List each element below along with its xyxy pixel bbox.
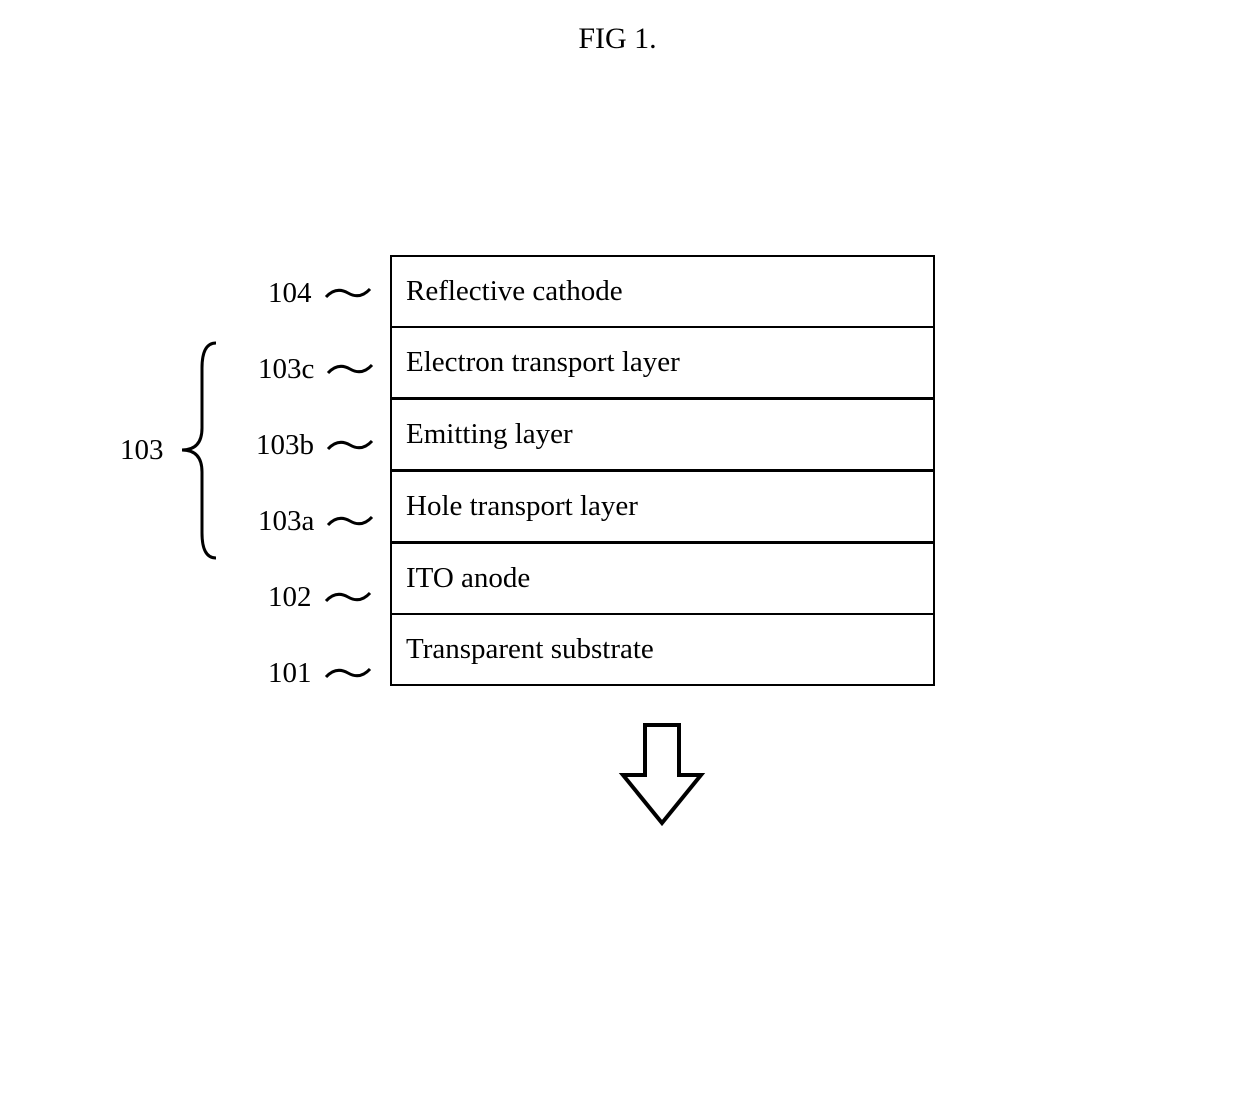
tilde-connector-icon — [326, 505, 374, 538]
brace-group-103: 103 — [120, 338, 222, 563]
label-102: 102 — [268, 581, 372, 614]
tilde-connector-icon — [326, 353, 374, 386]
brace-label-103: 103 — [120, 434, 164, 467]
layer-transparent-substrate: Transparent substrate — [392, 615, 933, 686]
label-text-104: 104 — [268, 277, 312, 310]
curly-brace-icon — [174, 338, 222, 563]
tilde-connector-icon — [324, 277, 372, 310]
label-103b: 103b — [256, 429, 374, 462]
down-arrow-container — [617, 720, 707, 835]
label-101: 101 — [268, 657, 372, 690]
tilde-connector-icon — [326, 429, 374, 462]
layer-stack-container: Reflective cathode Electron transport la… — [390, 255, 935, 686]
label-text-103b: 103b — [256, 429, 314, 462]
layer-hole-transport: Hole transport layer — [392, 472, 933, 544]
label-text-101: 101 — [268, 657, 312, 690]
layer-ito-anode: ITO anode — [392, 544, 933, 615]
label-103a: 103a — [258, 505, 374, 538]
layer-electron-transport: Electron transport layer — [392, 328, 933, 400]
label-103c: 103c — [258, 353, 374, 386]
tilde-connector-icon — [324, 581, 372, 614]
label-text-103a: 103a — [258, 505, 314, 538]
layer-stack: Reflective cathode Electron transport la… — [390, 255, 935, 686]
label-104: 104 — [268, 277, 372, 310]
label-text-103c: 103c — [258, 353, 314, 386]
tilde-connector-icon — [324, 657, 372, 690]
layer-emitting: Emitting layer — [392, 400, 933, 472]
label-text-102: 102 — [268, 581, 312, 614]
figure-title: FIG 1. — [578, 22, 656, 56]
layer-reflective-cathode: Reflective cathode — [392, 257, 933, 328]
down-arrow-icon — [617, 720, 707, 830]
